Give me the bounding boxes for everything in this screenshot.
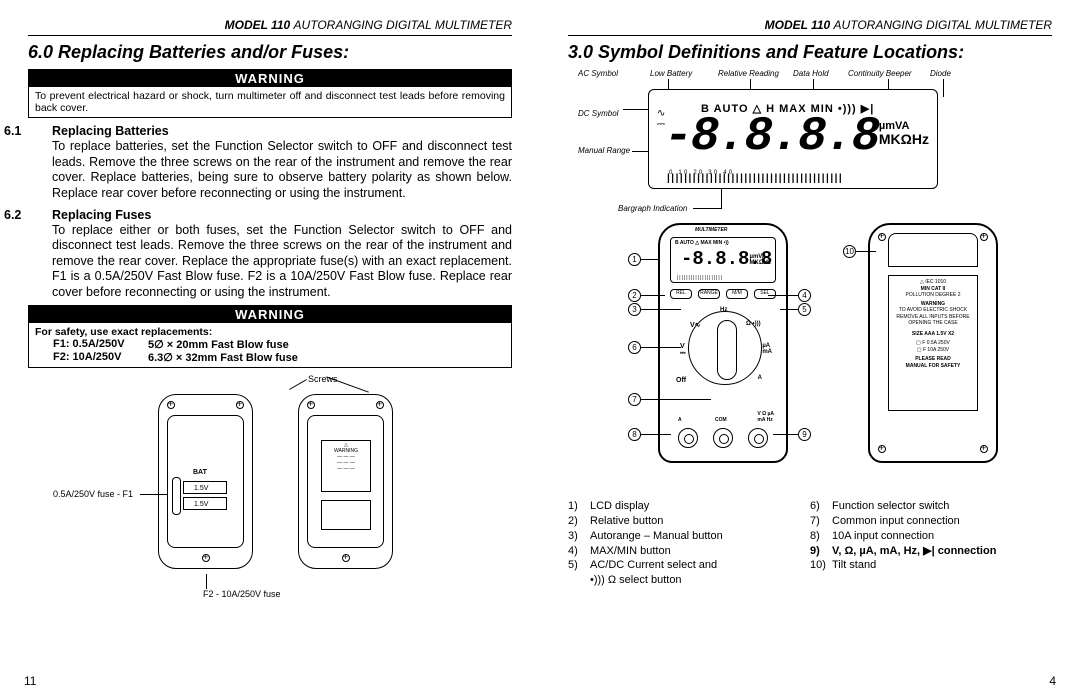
- device-back-1: BAT 1.5V 1.5V: [158, 394, 253, 569]
- warning-heading: WARNING: [29, 70, 511, 87]
- lcd-symbol-diagram: Low Battery Relative Reading Data Hold C…: [568, 69, 1052, 219]
- callout-10: 10: [843, 245, 856, 258]
- para-6-1: To replace batteries, set the Function S…: [52, 139, 512, 202]
- warning-2-body: For safety, use exact replacements: F1: …: [29, 323, 511, 367]
- callout-2: 2: [628, 289, 641, 302]
- annot-hold: Data Hold: [793, 69, 829, 78]
- page-header-left: MODEL 110 AUTORANGING DIGITAL MULTIMETER: [28, 18, 512, 36]
- lcd-frame: B AUTO △ H MAX MIN •))) ▶| ∿⎓ -8.8.8.8 µ…: [648, 89, 938, 189]
- para-6-2: To replace either or both fuses, set the…: [52, 223, 512, 301]
- subsection-6-1: 6.1Replacing Batteries: [52, 124, 512, 138]
- annot-relative: Relative Reading: [718, 69, 779, 78]
- page-header-right: MODEL 110 AUTORANGING DIGITAL MULTIMETER: [568, 18, 1052, 36]
- fuse-lo-label: 0.5A/250V fuse - F1: [53, 489, 133, 499]
- legend-col-2: 6)Function selector switch 7)Common inpu…: [810, 499, 1052, 588]
- annot-manual: Manual Range: [578, 146, 630, 155]
- page-4: MODEL 110 AUTORANGING DIGITAL MULTIMETER…: [540, 0, 1080, 698]
- device-back-2: △WARNING— — —— — —— — —: [298, 394, 393, 569]
- callout-7: 7: [628, 393, 641, 406]
- lcd-bargraph: 0 10 20 30 40 ||||||||||||||||||||||||||…: [667, 170, 843, 182]
- meter-front: MULTIMETER B AUTO △ MAX MIN •)) -8.8.8.8…: [658, 223, 788, 463]
- warning-heading-2: WARNING: [29, 306, 511, 323]
- callout-4: 4: [798, 289, 811, 302]
- back-label: △ IEC 1010 MIN CAT II POLLUTION DEGREE 2…: [888, 275, 978, 411]
- callout-6: 6: [628, 341, 641, 354]
- section-6-title: 6.0 Replacing Batteries and/or Fuses:: [28, 42, 512, 63]
- fuse2-a: F2: 10A/250V: [53, 351, 148, 364]
- page-number-4: 4: [1049, 674, 1056, 688]
- fuse-hi-label: F2 - 10A/250V fuse: [203, 589, 281, 599]
- callout-9: 9: [798, 428, 811, 441]
- fuse2-b: 6.3∅ × 32mm Fast Blow fuse: [148, 351, 298, 364]
- annot-bargraph: Bargraph Indication: [618, 204, 687, 213]
- callout-5: 5: [798, 303, 811, 316]
- header-title: AUTORANGING DIGITAL MULTIMETER: [294, 18, 512, 32]
- bat-label: BAT: [193, 469, 207, 476]
- meter-diagram: MULTIMETER B AUTO △ MAX MIN •)) -8.8.8.8…: [568, 223, 1052, 493]
- battery-fuse-diagram: BAT 1.5V 1.5V △WARNING— — —— — —— — — Sc…: [28, 374, 512, 624]
- warning-box-2: WARNING For safety, use exact replacemen…: [28, 305, 512, 368]
- warning-box-1: WARNING To prevent electrical hazard or …: [28, 69, 512, 118]
- lcd-units: µmVA MKΩHz: [879, 120, 929, 147]
- lcd-segments: -8.8.8.8: [664, 110, 878, 164]
- section-3-title: 3.0 Symbol Definitions and Feature Locat…: [568, 42, 1052, 63]
- page-number-11: 11: [24, 674, 36, 688]
- callout-1: 1: [628, 253, 641, 266]
- callout-8: 8: [628, 428, 641, 441]
- annot-ac: AC Symbol: [578, 69, 618, 78]
- annot-low-battery: Low Battery: [650, 69, 692, 78]
- annot-diode: Diode: [930, 69, 951, 78]
- annot-beeper: Continuity Beeper: [848, 69, 912, 78]
- legend-col-1: 1)LCD display 2)Relative button 3)Autora…: [568, 499, 810, 588]
- annot-dc: DC Symbol: [578, 109, 618, 118]
- fuse1-a: F1: 0.5A/250V: [53, 338, 148, 351]
- callout-3: 3: [628, 303, 641, 316]
- model: MODEL 110: [225, 18, 291, 32]
- meter-back: △ IEC 1010 MIN CAT II POLLUTION DEGREE 2…: [868, 223, 998, 463]
- subsection-6-2: 6.2Replacing Fuses: [52, 208, 512, 222]
- page-11: MODEL 110 AUTORANGING DIGITAL MULTIMETER…: [0, 0, 540, 698]
- feature-legend: 1)LCD display 2)Relative button 3)Autora…: [568, 499, 1052, 588]
- fuse1-b: 5∅ × 20mm Fast Blow fuse: [148, 338, 289, 351]
- warning-1-body: To prevent electrical hazard or shock, t…: [29, 87, 511, 117]
- fuse-intro: For safety, use exact replacements:: [35, 326, 505, 338]
